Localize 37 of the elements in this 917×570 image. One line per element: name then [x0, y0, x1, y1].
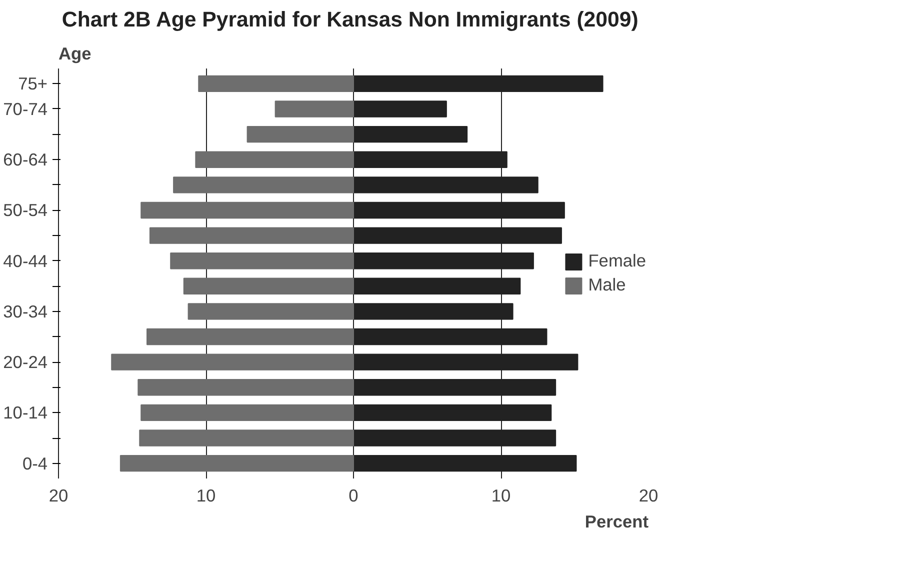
- y-tick-label: 60-64: [3, 150, 48, 170]
- legend-label: Female: [588, 250, 646, 272]
- bar: [170, 252, 354, 270]
- bar: [274, 100, 354, 118]
- bar: [188, 303, 354, 320]
- bar: [139, 430, 354, 446]
- bar: [246, 126, 354, 143]
- x-axis-title: Percent: [584, 512, 649, 532]
- y-tick-label: 10-14: [3, 402, 48, 423]
- bar: [183, 278, 354, 294]
- bar: [138, 379, 354, 396]
- bar: [146, 328, 354, 346]
- bar: [149, 227, 354, 244]
- bar: [195, 151, 354, 168]
- y-tick-label: 30-34: [3, 301, 48, 322]
- x-tick-label: 10: [196, 486, 216, 506]
- y-tick-label: 0-4: [22, 453, 48, 474]
- bar: [120, 454, 354, 472]
- bar: [111, 354, 354, 370]
- y-axis-title: Age: [58, 44, 92, 64]
- bar: [140, 404, 354, 422]
- y-tick-label: 40-44: [3, 250, 48, 271]
- y-tick-label: 20-24: [3, 352, 48, 372]
- legend-label: Male: [588, 274, 626, 296]
- x-tick-label: 0: [348, 486, 358, 506]
- x-tick-label: 20: [638, 486, 658, 506]
- x-tick-label: 10: [491, 486, 511, 506]
- y-tick-label: 50-54: [3, 200, 48, 220]
- bar: [353, 126, 468, 143]
- chart-title: Chart 2B Age Pyramid for Kansas Non Immigrants (2009): [62, 8, 638, 32]
- bar: [353, 100, 447, 118]
- y-tick-label: 70-74: [3, 98, 48, 119]
- bar: [140, 202, 354, 219]
- x-tick-label: 20: [48, 486, 68, 506]
- y-tick-label: 75+: [18, 74, 48, 94]
- bar: [198, 75, 354, 92]
- bar: [173, 176, 354, 194]
